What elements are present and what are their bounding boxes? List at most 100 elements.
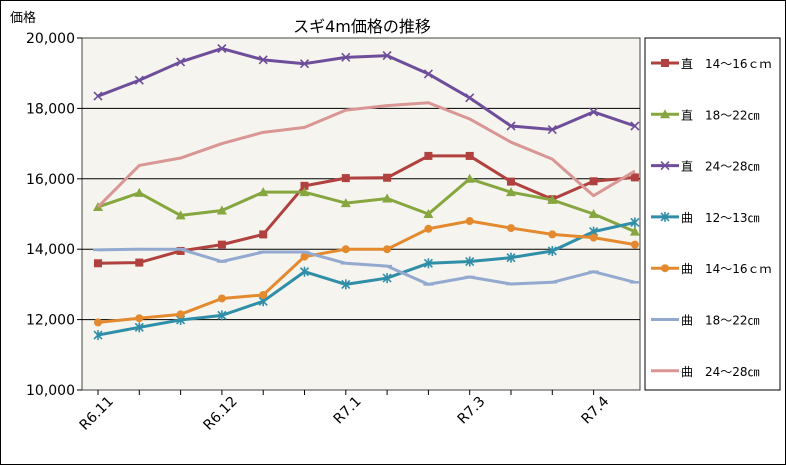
data-point [93, 330, 103, 341]
data-point [423, 69, 433, 79]
legend-item: 直 24～28㎝ [651, 160, 760, 174]
data-point [341, 174, 350, 183]
series-line [97, 247, 636, 286]
data-point [506, 187, 516, 197]
data-point [217, 310, 227, 321]
series-3 [93, 43, 640, 135]
legend-item: 直 14～16ｃｍ [651, 57, 772, 71]
series-2 [93, 173, 640, 236]
data-point [300, 181, 309, 190]
data-point [465, 256, 475, 267]
data-point [217, 240, 226, 249]
data-point [465, 151, 474, 160]
legend-label: 曲 24～28㎝ [681, 365, 760, 379]
series-line [97, 220, 636, 337]
data-point [382, 273, 392, 284]
data-point [424, 151, 433, 160]
legend-swatch-marker [661, 264, 669, 273]
y-tick-label: 12,000 [26, 313, 75, 329]
data-point [176, 57, 186, 67]
data-point [299, 266, 310, 277]
legend-label: 曲 14～16ｃｍ [681, 262, 772, 276]
series-group [93, 43, 640, 341]
legend-label: 直 14～16ｃｍ [681, 57, 772, 71]
data-point [547, 245, 557, 256]
data-point [259, 290, 268, 299]
series-6 [93, 247, 640, 286]
data-point [134, 75, 144, 85]
y-tick-label: 20,000 [26, 31, 75, 47]
data-point [134, 322, 144, 333]
data-point [217, 294, 226, 303]
data-point [589, 177, 598, 186]
data-point [506, 121, 516, 131]
legend-swatch-marker [661, 59, 669, 67]
data-point [547, 124, 557, 135]
data-point [135, 258, 144, 267]
series-7 [96, 101, 636, 209]
data-point [548, 230, 557, 239]
x-tick-label: R6.11 [77, 394, 117, 434]
data-point [300, 252, 309, 261]
data-point [589, 233, 598, 242]
data-point [176, 310, 185, 319]
data-point [507, 224, 515, 233]
legend-item: 曲 24～28㎝ [651, 365, 760, 379]
data-point [630, 217, 640, 228]
data-point [134, 187, 145, 197]
legend-label: 曲 12～13㎝ [681, 211, 760, 225]
data-point [259, 230, 268, 239]
legend-label: 曲 18～22㎝ [681, 314, 760, 328]
data-point [93, 91, 103, 101]
series-line [97, 47, 636, 132]
y-tick-label: 16,000 [26, 172, 75, 188]
legend-box [644, 37, 781, 391]
legend-item: 曲 12～13㎝ [651, 211, 760, 225]
data-point [94, 259, 102, 268]
data-point [424, 224, 433, 233]
x-tick-label: R7.3 [455, 394, 489, 428]
data-point [423, 209, 434, 218]
series-4 [93, 217, 640, 341]
data-point [258, 55, 268, 65]
data-point [464, 173, 475, 183]
data-point [630, 240, 639, 249]
data-point [258, 187, 269, 197]
legend-item: 曲 14～16ｃｍ [651, 262, 772, 276]
data-point [630, 173, 639, 182]
x-tick-label: R6.12 [200, 394, 240, 434]
series-line [96, 101, 636, 209]
series-5 [94, 217, 639, 327]
data-point [382, 193, 393, 203]
y-tick-label: 10,000 [26, 383, 75, 399]
y-axis-label: 価格 [10, 10, 36, 26]
data-point [629, 226, 640, 236]
data-point [94, 318, 102, 327]
data-point [465, 93, 475, 103]
data-point [589, 107, 599, 117]
series-line [97, 219, 636, 324]
data-point [175, 210, 186, 220]
data-point [341, 245, 350, 254]
data-point [507, 177, 515, 186]
legend-label: 直 24～28㎝ [681, 160, 760, 174]
plot-area [81, 37, 641, 391]
data-point [630, 121, 640, 131]
data-point [340, 198, 351, 208]
x-tick-label: R7.1 [331, 394, 365, 428]
legend-swatch-marker [660, 211, 670, 222]
data-point [299, 59, 310, 69]
x-tick-label: R7.4 [578, 393, 612, 427]
data-point [217, 43, 227, 54]
data-point [506, 252, 516, 263]
data-point [341, 52, 351, 62]
data-point [465, 217, 474, 226]
data-point [383, 245, 392, 254]
data-point [547, 194, 558, 204]
legend-label: 直 18～22㎝ [681, 108, 760, 122]
legend-item: 曲 18～22㎝ [651, 314, 760, 328]
data-point [216, 205, 227, 215]
data-point [588, 209, 599, 218]
